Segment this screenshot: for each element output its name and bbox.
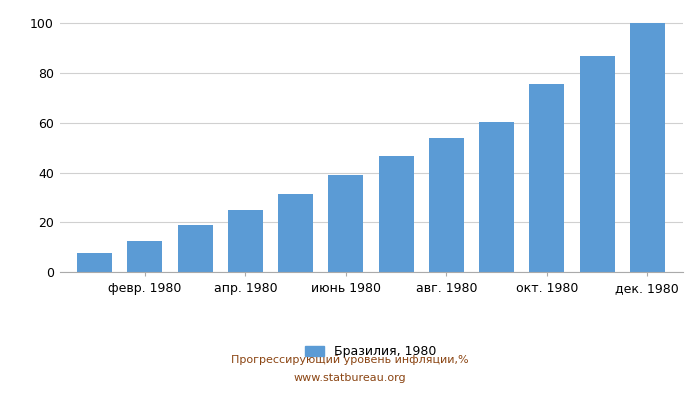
Bar	[379, 156, 414, 272]
Bar	[429, 138, 464, 272]
Bar	[178, 225, 213, 272]
Bar	[630, 24, 665, 272]
Bar	[127, 241, 162, 272]
Bar	[328, 175, 363, 272]
Legend: Бразилия, 1980: Бразилия, 1980	[300, 340, 442, 363]
Bar	[580, 56, 615, 272]
Bar	[529, 84, 564, 272]
Text: Прогрессирующий уровень инфляции,%: Прогрессирующий уровень инфляции,%	[231, 355, 469, 365]
Bar	[77, 253, 112, 272]
Bar	[278, 194, 313, 272]
Text: www.statbureau.org: www.statbureau.org	[294, 373, 406, 383]
Bar	[479, 122, 514, 272]
Bar	[228, 210, 263, 272]
